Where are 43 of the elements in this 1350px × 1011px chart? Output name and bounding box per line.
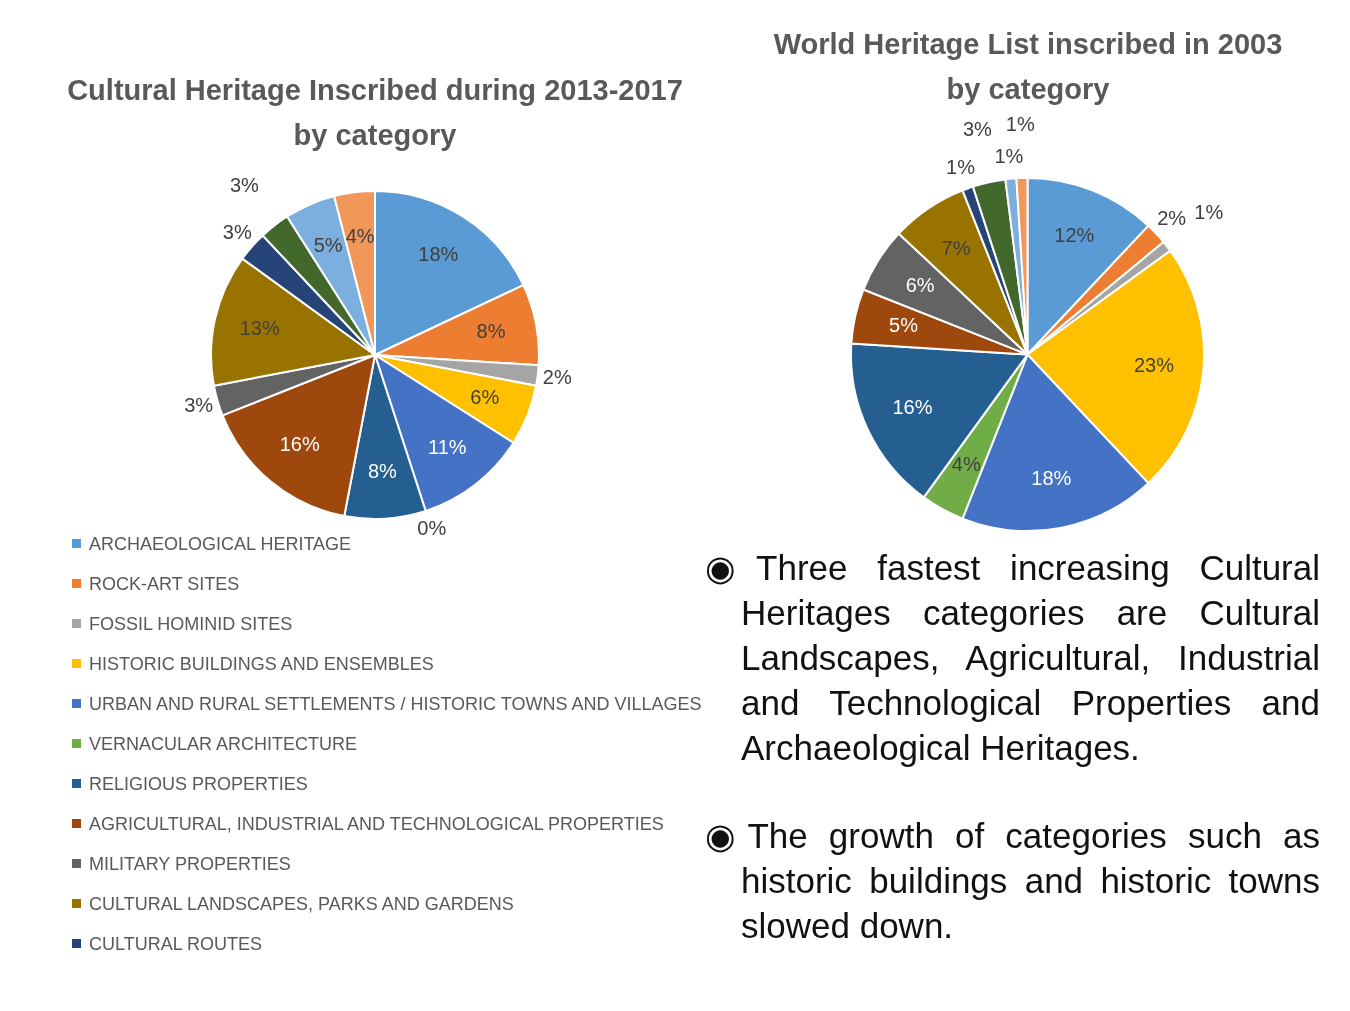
chart-title: World Heritage List inscribed in 2003 by category [772, 27, 1284, 107]
data-label: 23% [1134, 353, 1175, 376]
data-label: 1% [994, 145, 1024, 168]
data-label: 5% [313, 234, 343, 257]
legend-label: AGRICULTURAL, INDUSTRIAL AND TECHNOLOGICAL PROPERTIES [88, 813, 665, 836]
data-label: 1% [1194, 201, 1224, 224]
legend-label: CULTURAL LANDSCAPES, PARKS AND GARDENS [88, 893, 515, 916]
data-label: 11% [428, 435, 467, 458]
legend-label: HISTORIC BUILDINGS AND ENSEMBLES [88, 653, 435, 676]
text: ◉The growth of categories such as historic buildings and historic towns slowed down. [705, 815, 1320, 947]
data-label: 18% [1031, 466, 1072, 489]
legend-label: MILITARY PROPERTIES [88, 853, 292, 876]
data-label: 1% [1005, 112, 1035, 135]
data-label: 3% [229, 174, 259, 197]
data-label: 8% [476, 320, 506, 343]
legend-label: ROCK-ART SITES [88, 573, 241, 596]
text: ◉Three fastest increasing Cultural Heritages categories are Cultural Landscapes, Agricultural, Industrial and Technological Properties and Archaeological Heritages. [705, 547, 1320, 769]
data-label: 16% [892, 396, 933, 419]
data-label: 8% [367, 460, 398, 483]
data-label: 5% [889, 314, 919, 337]
text: 0% [417, 517, 447, 540]
data-label: 7% [941, 236, 971, 259]
legend-label: CULTURAL ROUTES [88, 933, 264, 956]
data-label: 6% [470, 385, 500, 408]
legend-label: VERNACULAR ARCHITECTURE [88, 733, 359, 756]
data-label: 2% [1157, 206, 1187, 229]
data-label: 6% [905, 273, 935, 296]
legend-label: URBAN AND RURAL SETTLEMENTS / HISTORIC TOWNS AND VILLAGES [88, 693, 702, 716]
data-label: 4% [951, 453, 981, 476]
legend-label: FOSSIL HOMINID SITES [88, 613, 294, 636]
data-label: 16% [279, 433, 320, 456]
data-label: 13% [239, 316, 280, 339]
data-label: 3% [184, 393, 214, 416]
legend-label: ARCHAEOLOGICAL HERITAGE [89, 534, 352, 554]
data-label: 18% [418, 242, 459, 265]
data-label: 4% [345, 225, 375, 248]
chart-title: Cultural Heritage Inscribed during 2013-2017 by category [66, 73, 684, 153]
data-label: 3% [222, 221, 252, 244]
data-label: 3% [962, 118, 993, 141]
data-label: 2% [542, 365, 572, 388]
data-label: 12% [1054, 223, 1095, 246]
legend-label: RELIGIOUS PROPERTIES [88, 773, 309, 796]
data-label: 1% [946, 156, 976, 179]
